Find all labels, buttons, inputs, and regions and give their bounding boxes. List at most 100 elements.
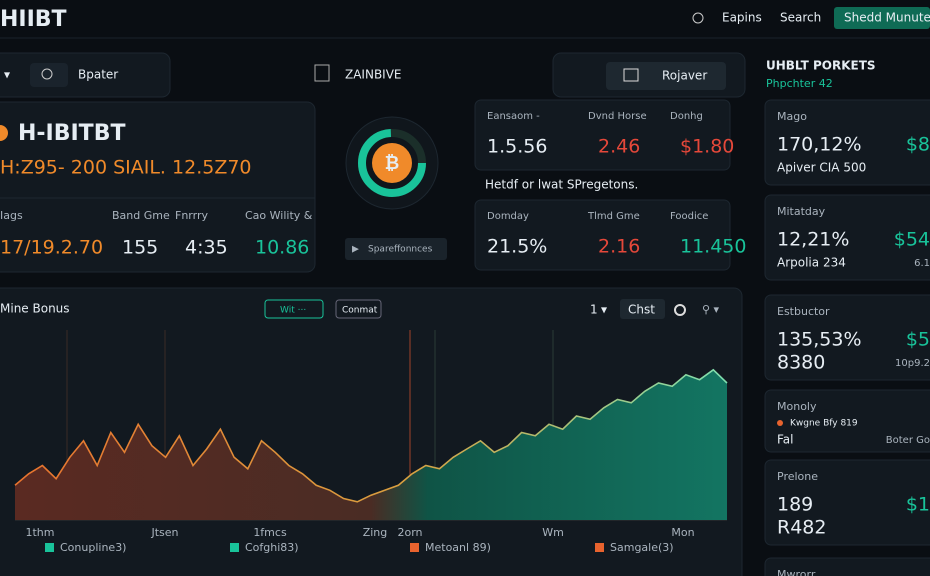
stat-label: Cao Wility & [245,209,313,222]
card-sub: Fal [777,433,794,447]
button-label: Chst [628,303,655,317]
card-label: Mitatday [777,205,826,218]
price-area [15,369,727,520]
x-tick-label: Jtsen [150,526,178,539]
card-label: Monoly [777,400,817,413]
card-side-sub: 10p9.2 [895,358,930,369]
card-side-sub: Boter Go [886,435,930,446]
status-dot [777,420,783,426]
x-tick-label: Zing [363,526,388,539]
stat-value: 2.16 [598,236,640,258]
chart-tab[interactable] [264,299,324,319]
stat-value: 1.5.56 [487,136,547,158]
stat-label: Band Gme [112,209,170,222]
primary-button[interactable] [834,7,930,29]
ring-progress [358,129,426,197]
play-icon: ▶ [352,245,359,255]
stat-label: Eansaom - [487,111,540,122]
logo: HIIBT [0,7,67,32]
chart-tab[interactable] [335,299,382,319]
stat-label: Tlmd Gme [587,211,640,222]
price-line [14,368,728,503]
legend-label: Samgale(3) [610,541,674,554]
stat-value: 155 [122,237,158,259]
x-tick-label: 2orn [397,526,422,539]
legend-label: Metoanl 89) [425,541,491,554]
stat-value: 10.86 [255,237,309,259]
card-side-sub: 6.1 [914,258,930,269]
settings-icon[interactable] [674,304,686,316]
stat-value: 21.5% [487,236,547,258]
card-label: Prelone [777,470,818,483]
button-label: Shedd Munuter [844,11,930,25]
card-label: Estbuctor [777,305,830,318]
plot [14,330,728,521]
summary-note: Hetdf or lwat SPregetons. [485,178,638,192]
market-card [764,294,930,381]
stat-label: Domday [487,211,529,222]
market-card [764,99,930,186]
stat-value: 17/19.2.70 [0,237,103,259]
x-tick-label: Wm [542,526,564,539]
legend-swatch [230,543,239,552]
market-card [764,459,930,546]
x-tick-label: 1fmcs [253,526,287,539]
dropdown-caret: ▾ [4,68,10,82]
legend-swatch [595,543,604,552]
search-text: Bpater [78,68,118,82]
card-side: $1 [906,494,930,516]
bitcoin-icon [372,143,412,183]
card-value: 189 [777,494,813,516]
stat-label: Donhg [670,111,703,122]
search-icon-bg [30,63,68,87]
card-sub: 8380 [777,352,825,374]
market-card [764,557,930,576]
period-select[interactable]: 1 [590,303,598,317]
x-tick-label: 1thm [26,526,55,539]
market-card [764,194,930,281]
card-sub: Apiver CIA 500 [777,161,866,175]
button-label: Rojaver [662,69,707,83]
stat-label: Dvnd Horse [588,111,647,122]
secondary-button[interactable] [345,238,447,260]
stat-label: Iags [0,209,23,222]
legend-swatch [45,543,54,552]
coin-icon [0,125,8,141]
top-bar [0,0,930,38]
stat-label: Foodice [670,211,708,222]
sidebar-subtitle: Phpchter 42 [766,77,833,90]
stat-value: $1.80 [680,136,734,158]
nav-link[interactable]: Search [780,11,821,25]
chart-button[interactable] [620,299,665,319]
button-label: Spareffonnces [368,245,433,255]
legend-label: Cofghi83) [245,541,299,554]
nav-link[interactable]: Eapins [722,11,762,25]
asset-name: H-IBITBT [18,121,125,146]
stat-value: 11.450 [680,236,746,258]
menu-icon[interactable]: ⚲ ▾ [702,303,720,316]
card-value: 170,12% [777,134,862,156]
tab-label: Conmat [342,306,378,316]
tab-label: Wit ··· [280,306,306,316]
toolbar-title: ZAINBIVE [345,68,402,82]
legend-label: Conupline3) [60,541,126,554]
bitcoin-symbol: ₿ [385,153,400,174]
card-sub: R482 [777,517,826,539]
asset-price: H:Z95- 200 SIAIL. 12.5Z70 [0,157,252,179]
card-note: Kwgne Bfy 819 [790,419,858,429]
search-icon [41,68,53,80]
card-value: 135,53% [777,329,862,351]
card-side: $54 [894,229,930,251]
card-label: Mago [777,110,807,123]
caret: ▾ [601,303,607,317]
summary-card [474,99,731,171]
icon [623,68,639,82]
card-sub: Arpolia 234 [777,256,846,270]
icon [314,64,330,82]
asset-card [0,101,316,273]
card-side: $8 [906,134,930,156]
stat-value: 4:35 [185,237,228,259]
stat-label: Fnrrry [175,209,208,222]
card-value: 12,21% [777,229,849,251]
